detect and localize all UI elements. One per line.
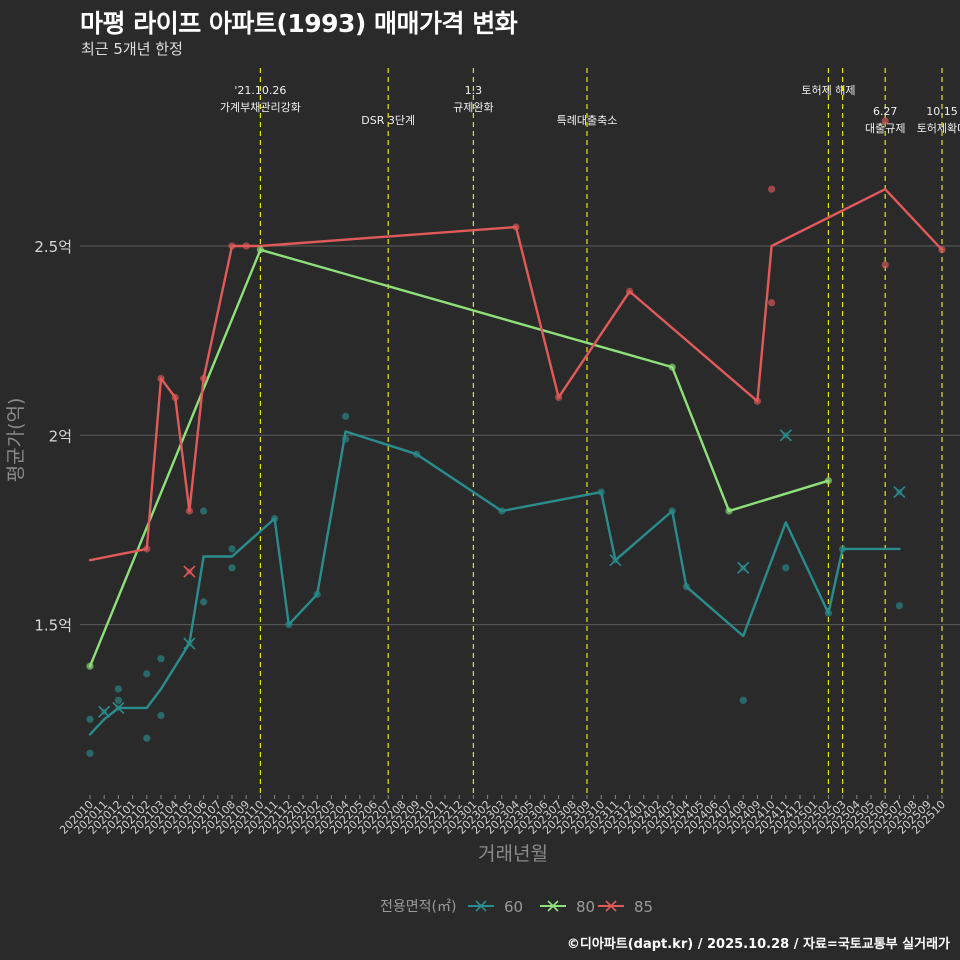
data-point-60 bbox=[114, 685, 122, 693]
data-point-60 bbox=[86, 749, 94, 757]
data-point-80 bbox=[668, 363, 676, 371]
data-point-85 bbox=[185, 507, 193, 515]
data-point-85 bbox=[626, 287, 634, 296]
axes: 1.5억2억2.5억202010202011202012202101202102… bbox=[34, 238, 948, 837]
data-point-60 bbox=[597, 488, 605, 496]
data-point-85 bbox=[938, 246, 946, 254]
data-point-60 bbox=[682, 583, 691, 591]
source-caption: ©디아파트(dapt.kr) / 2025.10.28 / 자료=국토교통부 실… bbox=[566, 937, 950, 952]
legend-label-60: 60 bbox=[504, 898, 523, 916]
data-point-85 bbox=[157, 374, 165, 383]
event-label: 특례대출축소 bbox=[557, 114, 618, 127]
data-point-60 bbox=[228, 545, 236, 553]
data-point-60 bbox=[157, 711, 165, 720]
chart-title: 마평 라이프 아파트(1993) 매매가격 변화 bbox=[80, 9, 518, 38]
data-point-60 bbox=[895, 602, 904, 610]
cross-marker-85 bbox=[183, 565, 196, 578]
data-point-80 bbox=[256, 246, 264, 254]
data-point-85 bbox=[171, 393, 179, 402]
data-point-60 bbox=[839, 545, 847, 553]
data-point-60 bbox=[498, 507, 506, 515]
series-line-60 bbox=[88, 430, 901, 736]
event-label: 10.15 bbox=[926, 105, 958, 118]
data-point-85 bbox=[768, 299, 776, 307]
y-axis-title: 평균가(억) bbox=[5, 398, 27, 483]
data-point-60 bbox=[200, 507, 208, 515]
cross-marker-60 bbox=[609, 554, 622, 567]
data-point-60 bbox=[739, 696, 747, 704]
data-point-60 bbox=[271, 514, 279, 523]
data-point-60 bbox=[313, 590, 321, 598]
event-label: DSR 3단계 bbox=[361, 114, 415, 127]
data-point-60 bbox=[342, 435, 350, 443]
data-point-85 bbox=[242, 242, 250, 250]
event-label: 대출규제 bbox=[865, 122, 905, 135]
data-point-60 bbox=[143, 734, 151, 742]
legend-key-80 bbox=[547, 900, 559, 912]
data-point-60 bbox=[200, 598, 208, 606]
y-tick-label: 2억 bbox=[49, 427, 72, 445]
cross-marker-60 bbox=[183, 637, 196, 650]
cross-marker-60 bbox=[737, 561, 750, 574]
event-label: 가계부채관리강화 bbox=[220, 101, 301, 114]
data-point-60 bbox=[824, 609, 833, 617]
cross-marker-60 bbox=[779, 429, 792, 442]
legend-title: 전용면적(㎡) bbox=[380, 899, 456, 915]
data-point-60 bbox=[228, 564, 236, 572]
event-label: 토허제 해제 bbox=[801, 83, 855, 97]
event-label: 6.27 bbox=[873, 105, 898, 118]
event-label: 토허제확대 bbox=[917, 122, 960, 135]
series-line-85 bbox=[88, 188, 944, 562]
event-label: '21.10.26 bbox=[234, 84, 286, 97]
chart-subtitle: 최근 5개년 한정 bbox=[81, 40, 183, 58]
data-point-80 bbox=[725, 507, 733, 515]
data-point-85 bbox=[228, 242, 236, 250]
data-point-80 bbox=[824, 477, 833, 485]
event-label: 1.3 bbox=[465, 84, 483, 97]
legend-key-85 bbox=[605, 900, 617, 912]
data-point-60 bbox=[668, 507, 676, 515]
data-point-80 bbox=[86, 662, 94, 670]
data-point-60 bbox=[114, 696, 122, 704]
legend-key-60 bbox=[475, 900, 487, 912]
legend-label-80: 80 bbox=[576, 898, 595, 916]
series-lines bbox=[88, 188, 944, 736]
data-point-60 bbox=[285, 621, 293, 629]
legend-label-85: 85 bbox=[634, 898, 653, 916]
data-point-85 bbox=[881, 117, 889, 125]
data-point-85 bbox=[881, 261, 889, 269]
data-point-60 bbox=[143, 670, 151, 678]
cross-marker-60 bbox=[98, 705, 111, 718]
data-point-85 bbox=[512, 223, 520, 231]
x-axis-title: 거래년월 bbox=[478, 843, 548, 865]
data-points bbox=[86, 117, 946, 757]
y-tick-label: 1.5억 bbox=[34, 617, 72, 635]
data-point-85 bbox=[768, 185, 776, 193]
data-point-85 bbox=[555, 393, 563, 402]
data-point-60 bbox=[157, 655, 165, 663]
cross-marker-60 bbox=[893, 486, 906, 499]
cross-marker-60 bbox=[112, 701, 125, 714]
data-point-60 bbox=[782, 564, 790, 572]
data-point-85 bbox=[200, 374, 208, 383]
data-point-85 bbox=[143, 545, 151, 553]
data-point-60 bbox=[86, 715, 94, 723]
data-point-85 bbox=[753, 397, 762, 405]
y-tick-label: 2.5억 bbox=[34, 238, 72, 256]
legend: 전용면적(㎡) 60 80 85 bbox=[380, 898, 653, 916]
event-label: 규제완화 bbox=[453, 101, 493, 114]
data-point-60 bbox=[342, 412, 350, 420]
data-point-60 bbox=[413, 450, 421, 458]
